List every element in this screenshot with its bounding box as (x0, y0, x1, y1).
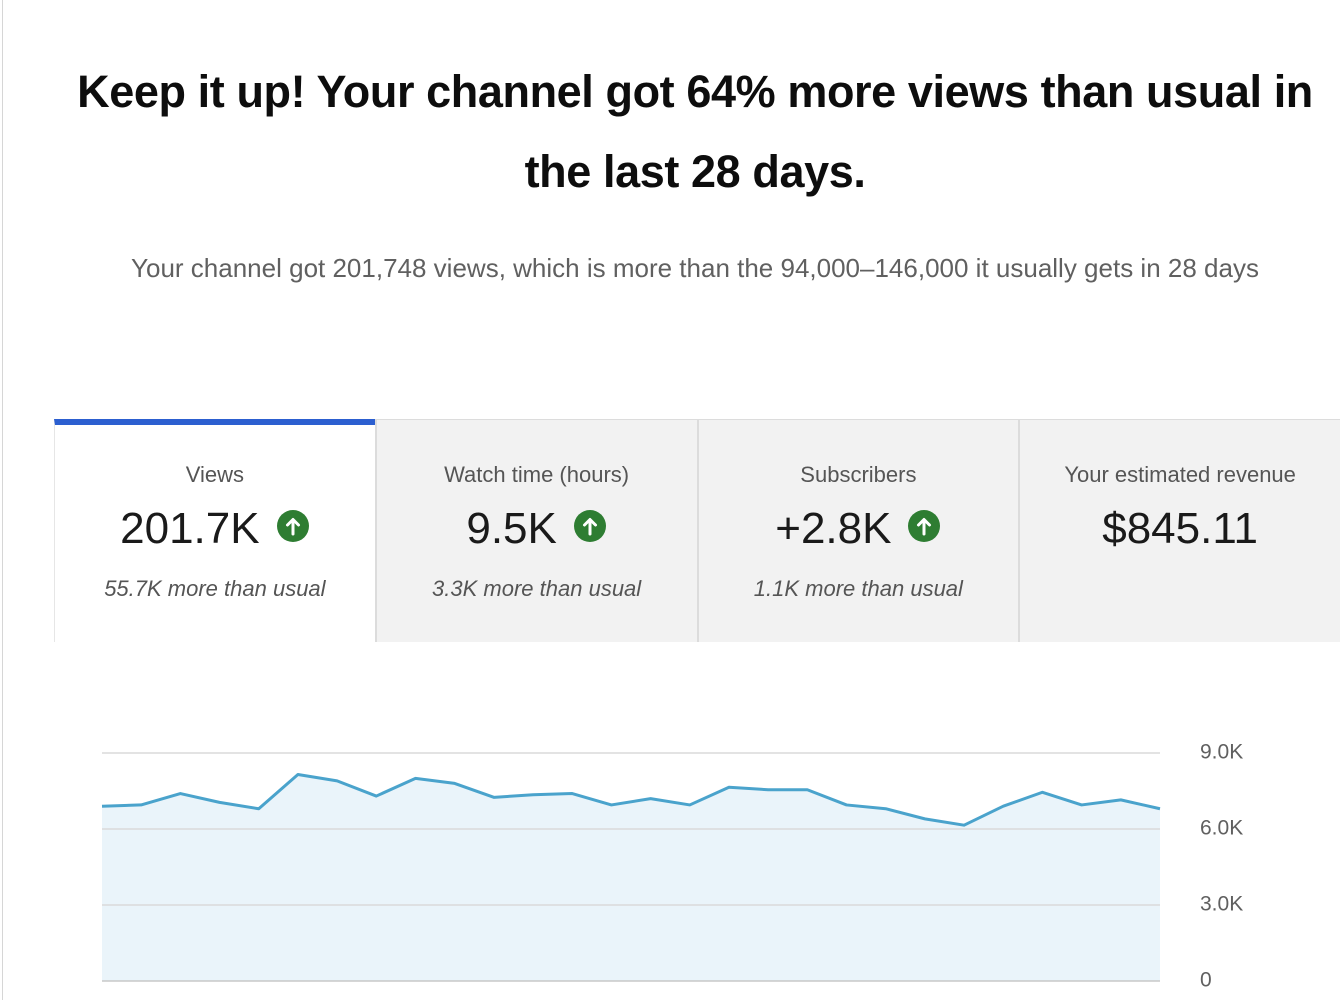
trend-up-icon (907, 504, 941, 554)
metric-tab[interactable]: Views 201.7K 55.7K more than usual (54, 419, 375, 642)
tab-value: $845.11 (1102, 504, 1259, 553)
tab-label: Watch time (hours) (444, 462, 630, 487)
y-tick-label: 3.0K (1200, 893, 1243, 916)
tab-label: Views (185, 462, 245, 487)
tab-value-row: +2.8K (699, 504, 1019, 554)
tab-note: 3.3K more than usual (432, 576, 642, 601)
tab-value-row: 201.7K (55, 504, 375, 554)
icon (276, 510, 309, 542)
trend-up-icon (573, 504, 607, 554)
trend-up-icon (276, 504, 310, 554)
metric-tab[interactable]: Your estimated revenue $845.11 (1018, 419, 1340, 642)
y-tick-label: 6.0K (1200, 817, 1243, 840)
tab-value-row: 9.5K (377, 504, 697, 554)
y-tick-label: 0 (1200, 969, 1212, 992)
metric-tab[interactable]: Watch time (hours) 9.5K 3.3K more than usu… (374, 419, 697, 642)
tab-value: +2.8K (775, 504, 892, 553)
area-fill (102, 774, 1160, 981)
icon (573, 510, 606, 542)
tab-note: 55.7K more than usual (104, 576, 326, 601)
metric-tabs: Views 201.7K 55.7K more than usual Watch ti… (54, 419, 1340, 642)
tab-value-row: $845.11 (1020, 504, 1340, 554)
window-edge (2, 0, 3, 1000)
tab-value: 9.5K (466, 504, 557, 553)
tab-label: Subscribers (800, 462, 917, 487)
summary: Your channel got 201,748 views, which is… (131, 253, 1259, 283)
metric-tab[interactable]: Subscribers +2.8K 1.1K more than usual (696, 419, 1019, 642)
y-tick-label: 9.0K (1200, 741, 1243, 764)
tab-note: 1.1K more than usual (753, 576, 963, 601)
line (101, 773, 1161, 827)
headline: Keep it up! Your channel got 64% more vi… (77, 66, 1313, 197)
tab-label: Your estimated revenue (1064, 462, 1296, 487)
tab-value: 201.7K (120, 504, 260, 553)
icon (908, 510, 941, 542)
